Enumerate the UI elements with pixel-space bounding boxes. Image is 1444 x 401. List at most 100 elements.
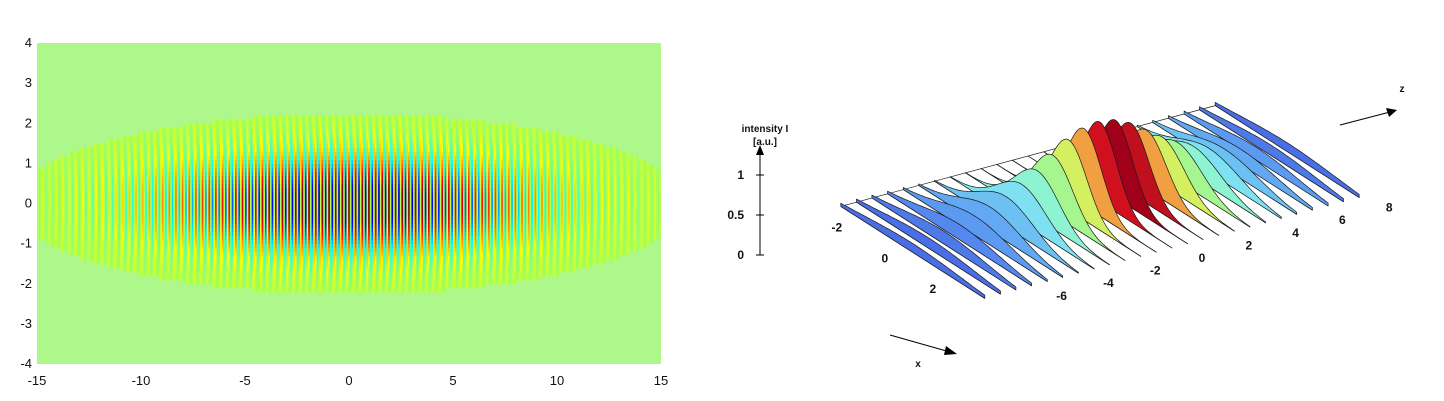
- heatmap-cell: [473, 251, 476, 257]
- heatmap-cell: [279, 279, 283, 285]
- heatmap-cell: [173, 271, 176, 277]
- heatmap-cell: [316, 279, 319, 285]
- heatmap-cell: [428, 255, 431, 261]
- heatmap-cell: [145, 259, 148, 265]
- heatmap-cell: [536, 255, 539, 261]
- heatmap-cell: [156, 251, 160, 257]
- heatmap-cell: [478, 263, 481, 269]
- heatmap-cell: [368, 251, 371, 257]
- heatmap-cell: [316, 271, 319, 277]
- heatmap-cell: [411, 271, 414, 277]
- heatmap-cell: [456, 251, 459, 257]
- heatmap-cell: [321, 287, 324, 293]
- heatmap-cell: [524, 271, 527, 277]
- heatmap-cell: [549, 271, 552, 277]
- heatmap-cell: [240, 247, 243, 253]
- heatmap-cell: [439, 267, 442, 273]
- heatmap-cell: [406, 247, 409, 253]
- heatmap-cell: [376, 263, 379, 269]
- heatmap-cell: [551, 263, 554, 269]
- heatmap-cell: [334, 255, 338, 261]
- heatmap-cell: [464, 255, 467, 261]
- heatmap-cell: [334, 247, 338, 253]
- heatmap-cell: [492, 255, 496, 261]
- heatmap-cell: [191, 251, 195, 257]
- heatmap-cell: [268, 271, 271, 277]
- heatmap-cell: [436, 251, 439, 257]
- heatmap-cell: [85, 251, 88, 257]
- heatmap-cell: [456, 283, 459, 289]
- heatmap-cell: [522, 271, 526, 277]
- heatmap-cell: [314, 271, 318, 277]
- heatmap-cell: [248, 271, 251, 277]
- heatmap-cell: [341, 267, 344, 273]
- heatmap-cell: [416, 263, 419, 269]
- heatmap-cell: [411, 263, 414, 269]
- heatmap-cell: [494, 255, 497, 261]
- heatmap-cell: [547, 267, 551, 273]
- heatmap-cell: [413, 279, 416, 285]
- heatmap-cell: [511, 271, 514, 277]
- heatmap-cell: [205, 259, 208, 265]
- heatmap-cell: [379, 255, 383, 261]
- heatmap-cell: [230, 275, 233, 281]
- heatmap-cell: [571, 255, 574, 261]
- heatmap-cell: [557, 263, 561, 269]
- heatmap-cell: [86, 251, 90, 257]
- heatmap-cell: [341, 275, 344, 281]
- heatmap-cell: [369, 275, 373, 281]
- heatmap-cell: [175, 251, 178, 257]
- heatmap-cell: [191, 271, 195, 277]
- heatmap-cell: [507, 275, 511, 281]
- heatmap-cell: [286, 263, 289, 269]
- heatmap-cell: [519, 275, 522, 281]
- heatmap-cell: [463, 255, 466, 261]
- heatmap-cell: [364, 259, 368, 265]
- heatmap-cell: [163, 251, 166, 257]
- heatmap-cell: [483, 263, 486, 269]
- heatmap-cell: [81, 251, 85, 257]
- heatmap-cell: [517, 255, 521, 261]
- heatmap-cell: [624, 251, 627, 257]
- heatmap-cell: [564, 263, 567, 269]
- heatmap-cell: [597, 251, 601, 257]
- heatmap-cell: [96, 259, 100, 265]
- heatmap-cell: [203, 267, 206, 273]
- heatmap-cell: [616, 255, 619, 261]
- heatmap-cell: [265, 267, 268, 273]
- heatmap-cell: [228, 263, 231, 269]
- heatmap-cell: [388, 275, 391, 281]
- heatmap-cell: [444, 267, 447, 273]
- heatmap-cell: [571, 267, 574, 273]
- heatmap-cell: [331, 247, 334, 253]
- heatmap-cell: [175, 271, 178, 277]
- heatmap-cell: [223, 251, 226, 257]
- heatmap-cell: [524, 263, 527, 269]
- heatmap-cell: [303, 283, 306, 289]
- heatmap-cell: [486, 255, 489, 261]
- heatmap-cell: [171, 251, 175, 257]
- heatmap-cell: [240, 283, 243, 289]
- heatmap-cell: [308, 279, 311, 285]
- heatmap-cell: [304, 287, 308, 293]
- heatmap-cell: [409, 255, 412, 261]
- heatmap-cell: [143, 247, 146, 253]
- heatmap-cell: [275, 283, 278, 289]
- heatmap-cell: [186, 275, 190, 281]
- heatmap-cell: [230, 283, 233, 289]
- heatmap-cell: [326, 267, 329, 273]
- heatmap-cell: [200, 263, 203, 269]
- heatmap-cell: [376, 283, 379, 289]
- heatmap-cell: [324, 279, 328, 285]
- heatmap-cell: [255, 287, 258, 293]
- heatmap-cell: [384, 251, 388, 257]
- heatmap-cell: [314, 259, 318, 265]
- heatmap-cell: [131, 251, 135, 257]
- heatmap-cell: [478, 283, 481, 289]
- heatmap-cell: [586, 255, 589, 261]
- heatmap-cell: [431, 251, 434, 257]
- heatmap-cell: [517, 251, 521, 257]
- heatmap-cell: [165, 263, 168, 269]
- heatmap-cell: [351, 271, 354, 277]
- heatmap-cell: [466, 271, 469, 277]
